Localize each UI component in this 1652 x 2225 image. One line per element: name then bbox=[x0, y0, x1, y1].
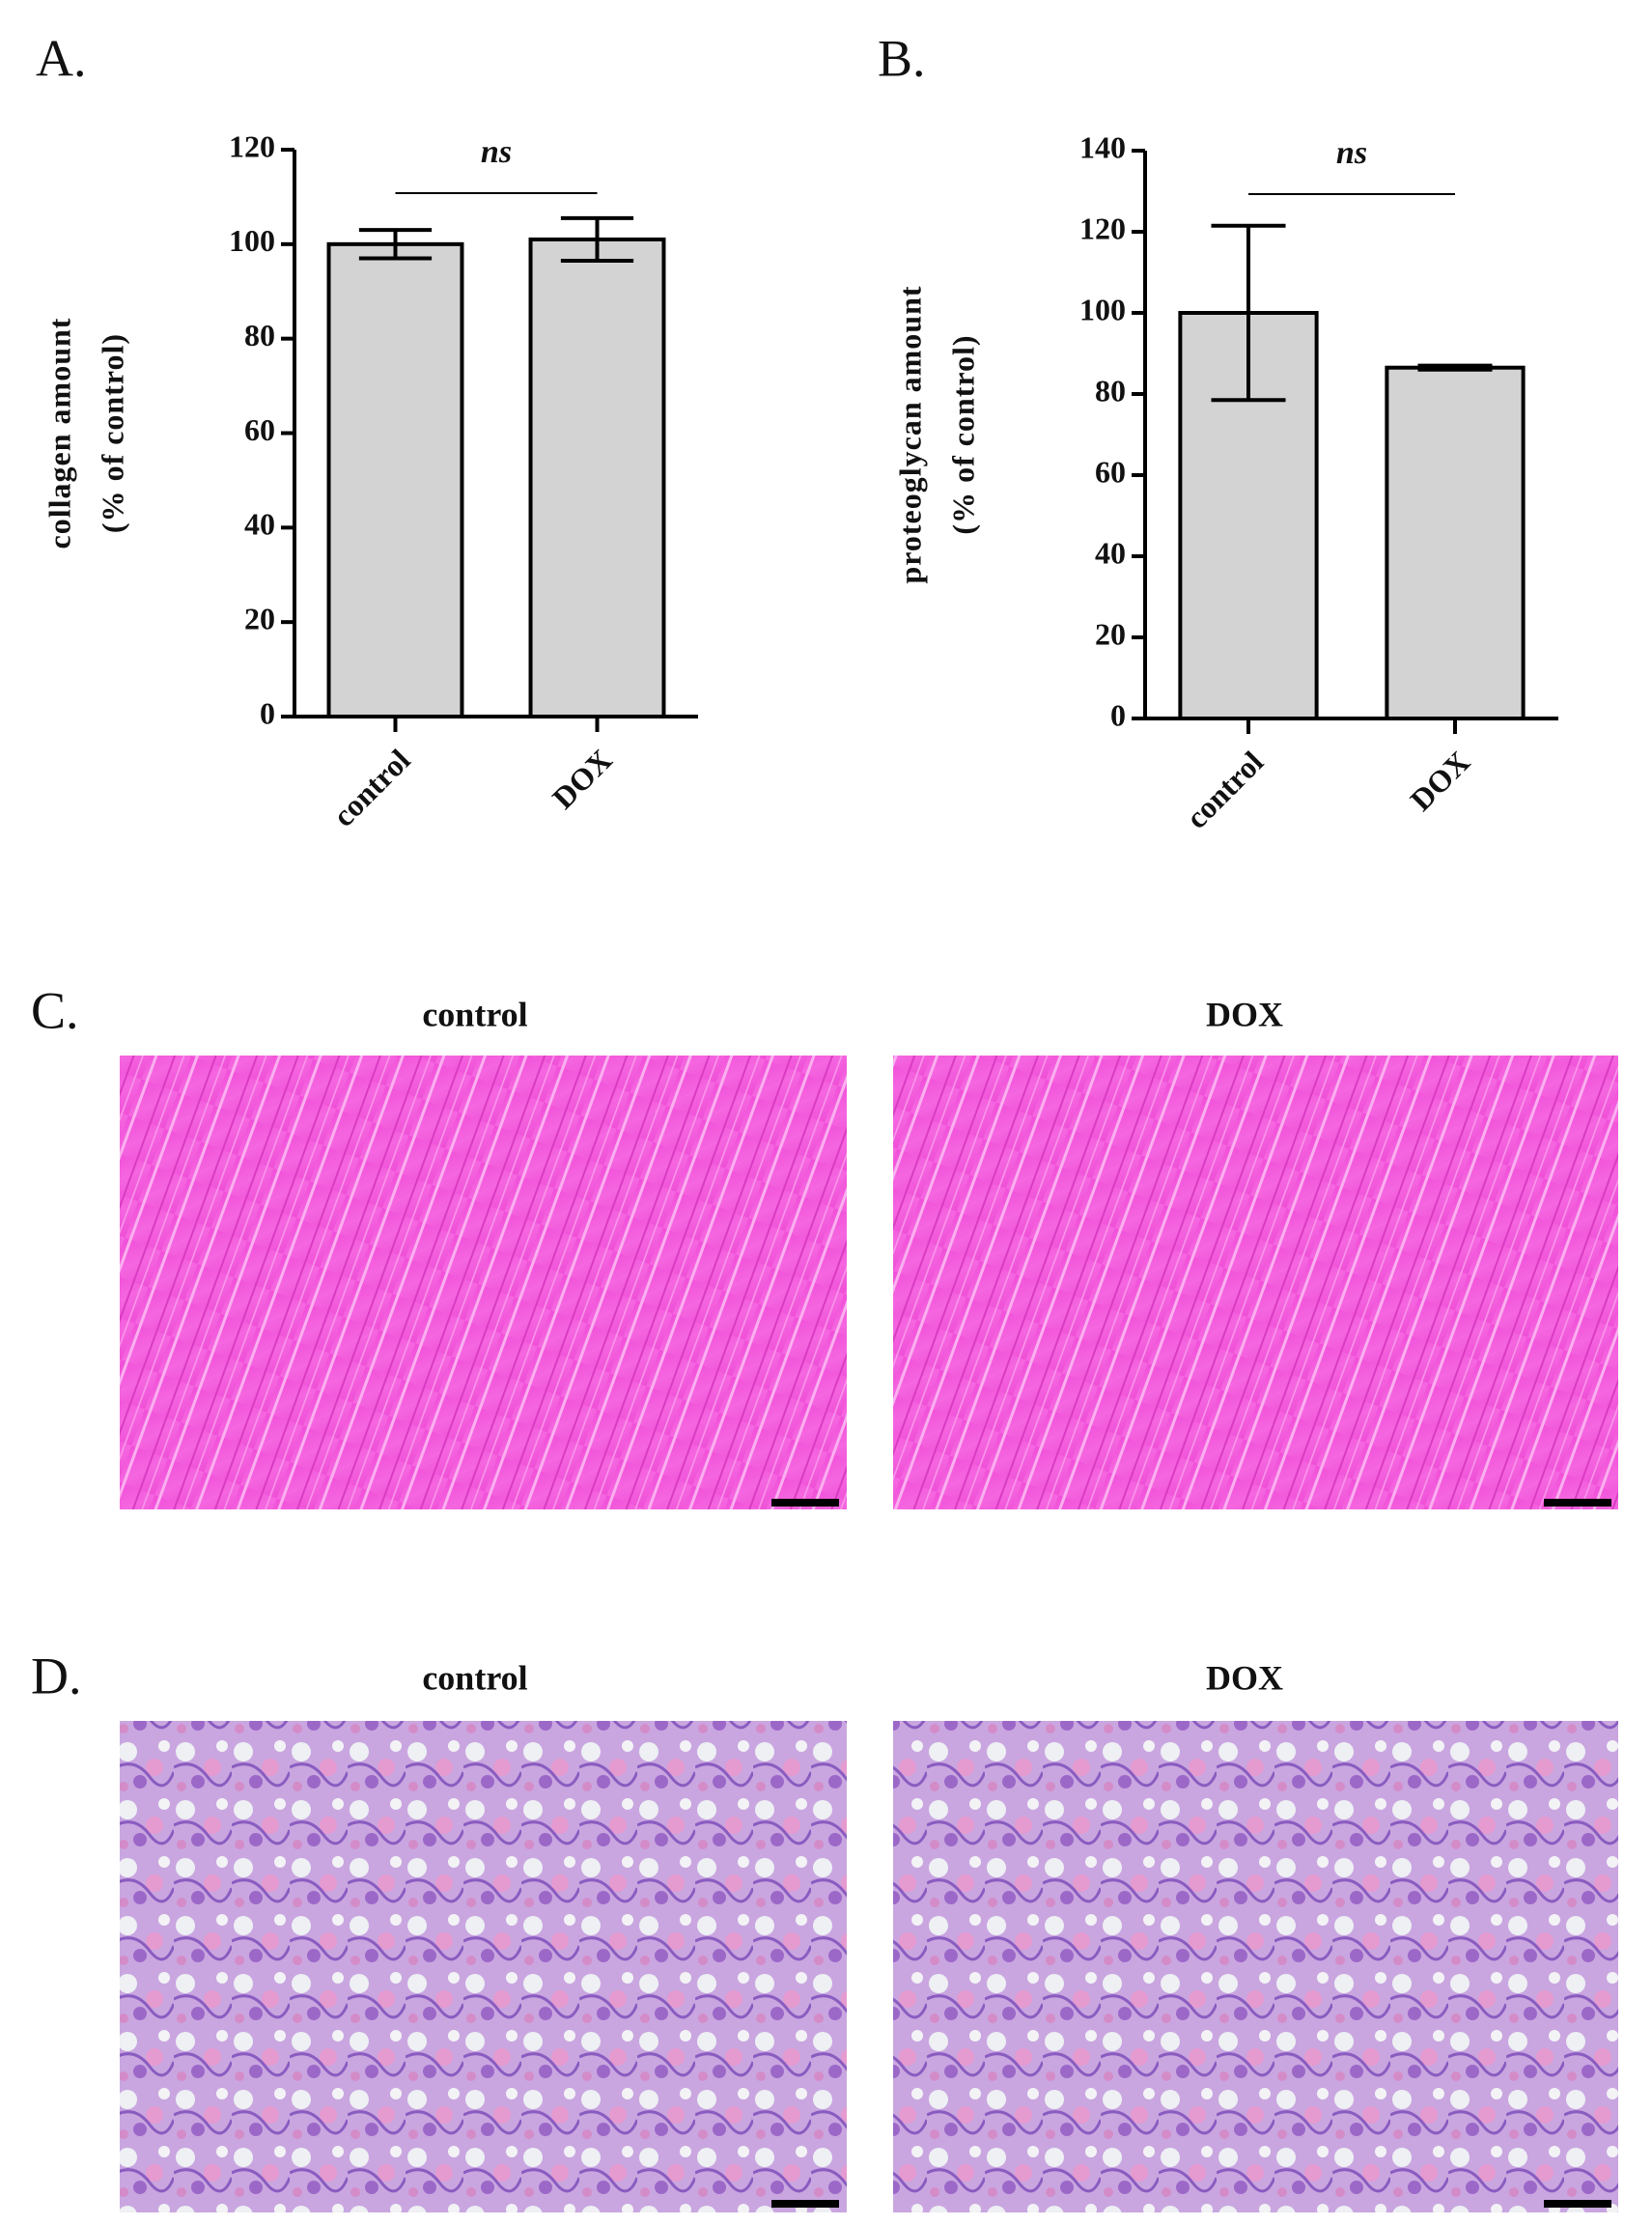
x-tick-label: control bbox=[1179, 745, 1270, 835]
micrograph bbox=[893, 1721, 1618, 2212]
y-axis-label: (% of control) bbox=[945, 334, 980, 534]
panel-label: C. bbox=[31, 981, 79, 1039]
y-tick-label: 20 bbox=[1095, 616, 1126, 651]
x-tick-label: DOX bbox=[1403, 745, 1476, 818]
micrograph bbox=[120, 1056, 847, 1509]
y-tick-label: 80 bbox=[244, 318, 275, 352]
significance-label: ns bbox=[481, 134, 512, 170]
error-bar bbox=[358, 228, 433, 261]
y-tick-label: 100 bbox=[1079, 292, 1126, 326]
y-tick-label: 60 bbox=[1095, 454, 1126, 489]
y-tick-label: 60 bbox=[244, 412, 275, 447]
error-bar bbox=[1211, 223, 1286, 403]
scale-bar bbox=[771, 2200, 839, 2208]
micrograph bbox=[893, 1056, 1618, 1509]
image-title: control bbox=[422, 1658, 527, 1697]
y-axis-label: collagen amount bbox=[42, 318, 76, 549]
x-tick-label: control bbox=[325, 743, 416, 833]
bar bbox=[1385, 365, 1526, 720]
y-tick-label: 40 bbox=[244, 507, 275, 542]
image-title: DOX bbox=[1206, 995, 1283, 1033]
significance-label: ns bbox=[1336, 135, 1367, 171]
panel-label: A. bbox=[36, 29, 87, 87]
y-tick-label: 120 bbox=[1079, 211, 1126, 245]
y-tick-label: 0 bbox=[260, 695, 275, 730]
x-tick-label: DOX bbox=[546, 743, 619, 816]
y-axis-label: (% of control) bbox=[95, 333, 129, 533]
panel-label: B. bbox=[878, 29, 926, 87]
image-title: control bbox=[422, 995, 527, 1033]
scale-bar bbox=[1544, 2200, 1611, 2208]
micrograph bbox=[120, 1721, 847, 2212]
y-tick-label: 120 bbox=[229, 128, 275, 163]
bar bbox=[326, 241, 464, 718]
bar bbox=[528, 237, 666, 718]
y-tick-label: 140 bbox=[1079, 129, 1126, 164]
y-tick-label: 0 bbox=[1110, 697, 1126, 732]
image-title: DOX bbox=[1206, 1658, 1283, 1697]
error-bar bbox=[560, 215, 634, 263]
error-bar bbox=[1417, 363, 1493, 372]
scale-bar bbox=[771, 1499, 839, 1507]
y-tick-label: 20 bbox=[244, 602, 275, 636]
scale-bar bbox=[1544, 1499, 1611, 1507]
y-axis-label: proteoglycan amount bbox=[892, 285, 927, 583]
y-tick-label: 100 bbox=[229, 223, 275, 258]
y-tick-label: 80 bbox=[1095, 373, 1126, 408]
panel-label: D. bbox=[31, 1647, 82, 1704]
y-tick-label: 40 bbox=[1095, 535, 1126, 570]
